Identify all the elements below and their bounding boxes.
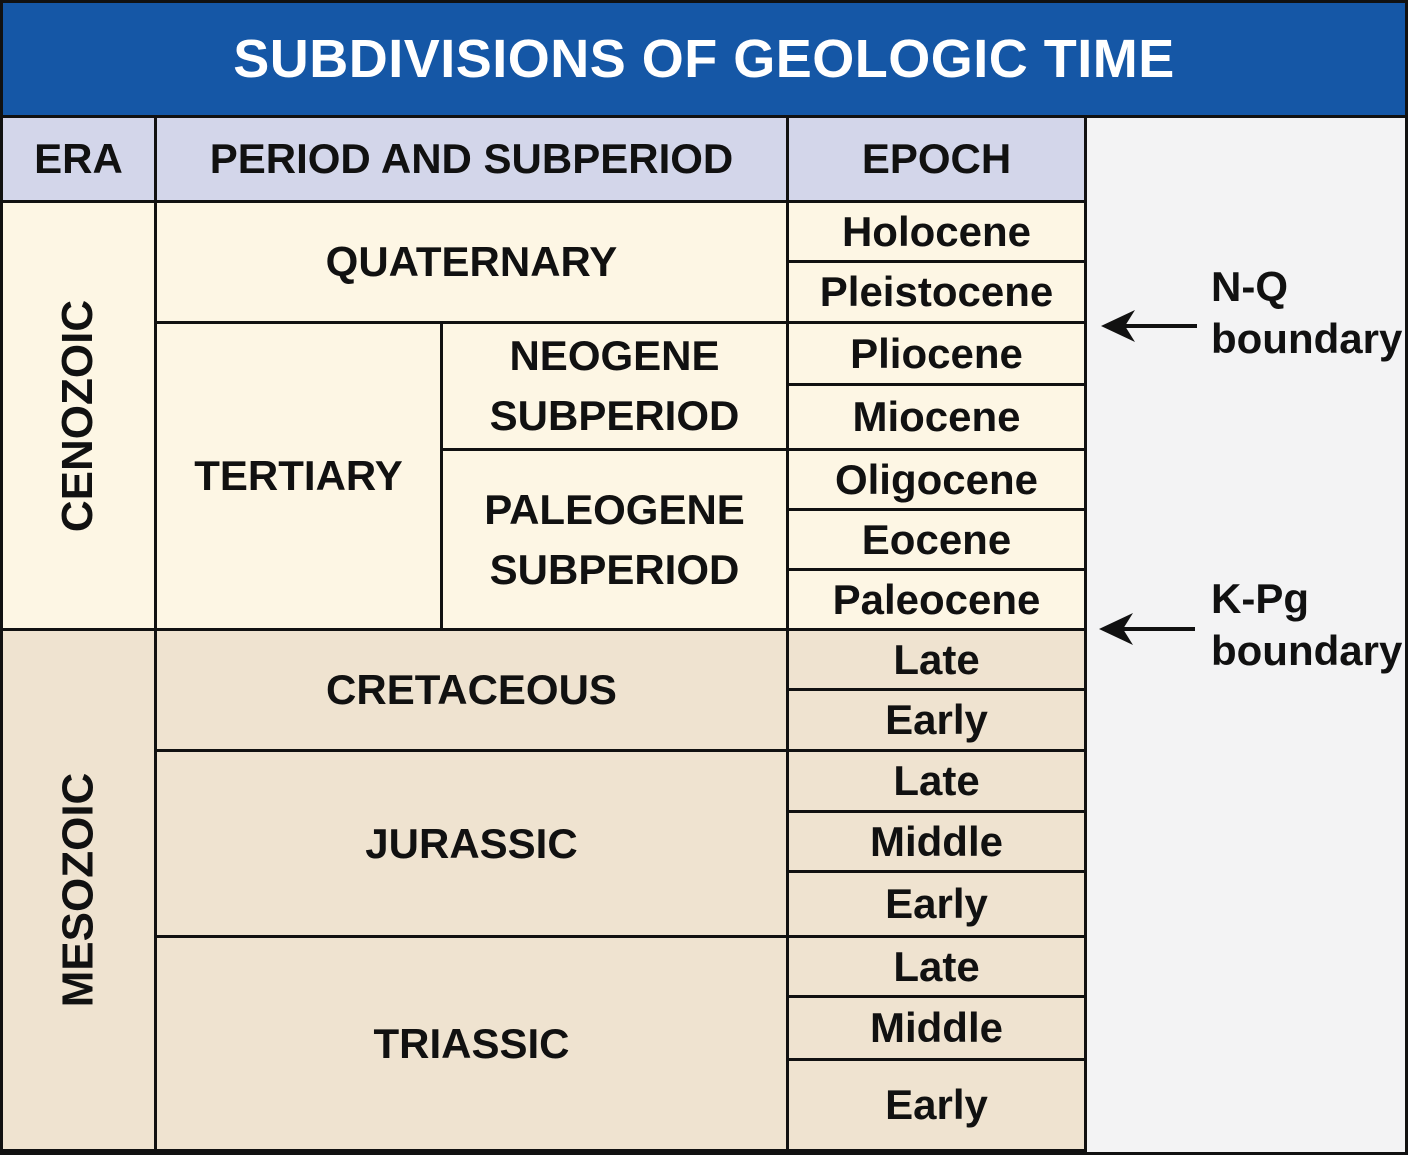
nq-boundary-arrow-icon bbox=[1101, 310, 1197, 342]
era-label-cenozoic: CENOZOIC bbox=[53, 299, 103, 532]
subperiod-paleogene: PALEOGENE SUBPERIOD bbox=[443, 451, 789, 631]
epoch-triassic-late: Late bbox=[789, 938, 1087, 998]
epoch-oligocene: Oligocene bbox=[789, 451, 1087, 511]
epoch-triassic-middle: Middle bbox=[789, 998, 1087, 1061]
epoch-jurassic-early: Early bbox=[789, 873, 1087, 938]
era-mesozoic: MESOZOIC bbox=[3, 631, 157, 1152]
table-title: SUBDIVISIONS OF GEOLOGIC TIME bbox=[3, 3, 1405, 118]
kpg-boundary-label: K-Pg bbox=[1211, 575, 1309, 622]
epoch-jurassic-middle: Middle bbox=[789, 813, 1087, 873]
epoch-miocene: Miocene bbox=[789, 386, 1087, 451]
epoch-pliocene: Pliocene bbox=[789, 324, 1087, 386]
era-cenozoic: CENOZOIC bbox=[3, 203, 157, 631]
epoch-eocene: Eocene bbox=[789, 511, 1087, 571]
period-quaternary: QUATERNARY bbox=[157, 203, 789, 324]
kpg-boundary-word: boundary bbox=[1211, 627, 1403, 674]
paleogene-line-2: SUBPERIOD bbox=[489, 545, 740, 593]
era-label-mesozoic: MESOZOIC bbox=[53, 772, 103, 1008]
neogene-line-2: SUBPERIOD bbox=[489, 392, 740, 439]
subperiod-neogene: NEOGENE SUBPERIOD bbox=[443, 324, 789, 451]
epoch-jurassic-late: Late bbox=[789, 752, 1087, 813]
kpg-boundary-arrow-icon bbox=[1099, 613, 1195, 645]
epoch-paleocene: Paleocene bbox=[789, 571, 1087, 631]
nq-boundary-label: N-Q bbox=[1211, 263, 1288, 310]
header-period: PERIOD AND SUBPERIOD bbox=[157, 118, 789, 203]
period-cretaceous: CRETACEOUS bbox=[157, 631, 789, 752]
period-tertiary: TERTIARY bbox=[157, 324, 443, 631]
period-triassic: TRIASSIC bbox=[157, 938, 789, 1152]
epoch-holocene: Holocene bbox=[789, 203, 1087, 263]
epoch-cretaceous-early: Early bbox=[789, 691, 1087, 752]
header-epoch: EPOCH bbox=[789, 118, 1087, 203]
epoch-cretaceous-late: Late bbox=[789, 631, 1087, 691]
kpg-boundary-note: K-Pg boundary bbox=[1211, 573, 1402, 677]
epoch-triassic-early: Early bbox=[789, 1061, 1087, 1152]
neogene-line-1: NEOGENE bbox=[509, 332, 720, 379]
period-jurassic: JURASSIC bbox=[157, 752, 789, 938]
paleogene-line-1: PALEOGENE bbox=[484, 485, 745, 533]
epoch-pleistocene: Pleistocene bbox=[789, 263, 1087, 324]
nq-boundary-note: N-Q boundary bbox=[1211, 261, 1402, 365]
nq-boundary-word: boundary bbox=[1211, 315, 1403, 362]
header-era: ERA bbox=[3, 118, 157, 203]
